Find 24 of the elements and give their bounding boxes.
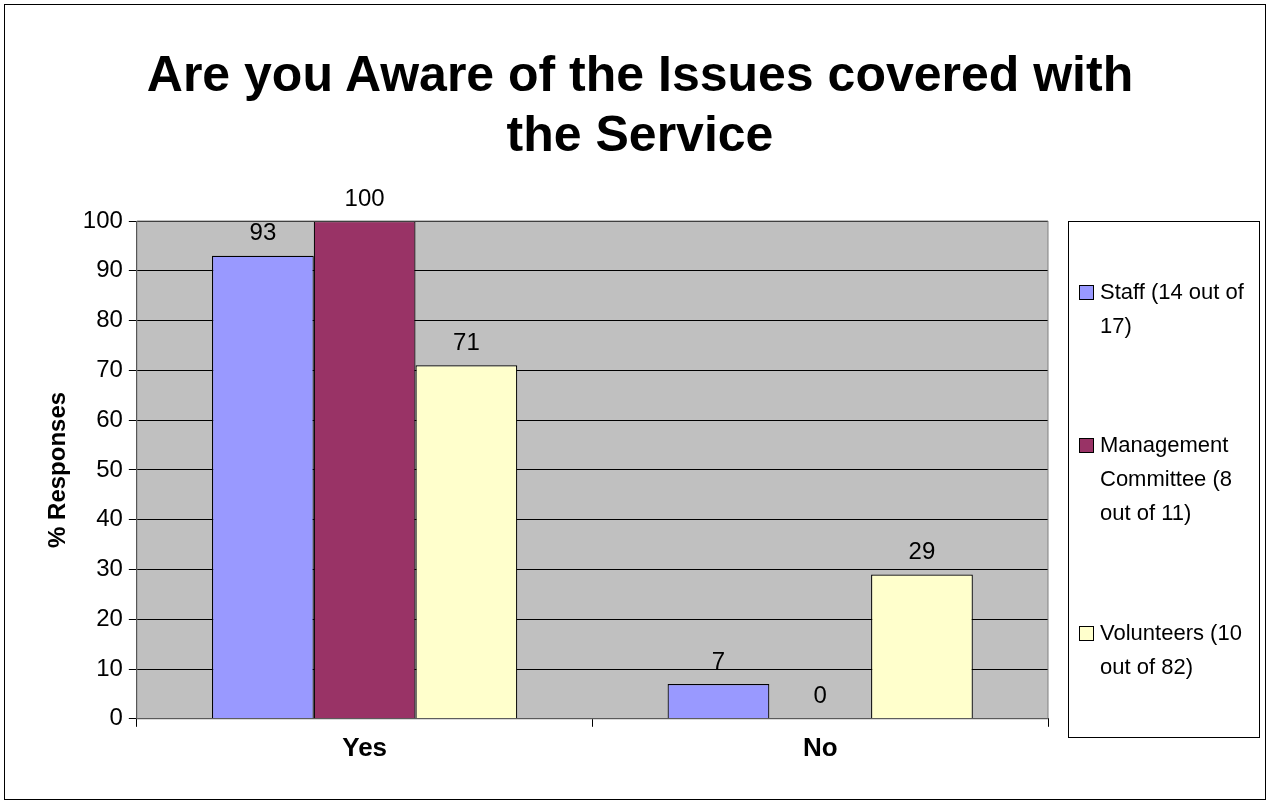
chart-title: Are you Aware of the Issues covered with the Service — [145, 45, 1135, 164]
legend-label: Management Committee (8 out of 11) — [1100, 431, 1234, 528]
data-label: 29 — [908, 537, 936, 565]
y-tick-label: 0 — [109, 703, 123, 731]
data-label: 7 — [711, 646, 726, 674]
y-tick-label: 100 — [82, 205, 123, 233]
x-tick-label: Yes — [342, 731, 388, 762]
data-label: 93 — [249, 218, 277, 246]
data-label: 100 — [344, 183, 385, 211]
y-tick-label: 70 — [96, 354, 123, 382]
legend-label: Staff (14 out of 17) — [1100, 277, 1245, 340]
y-tick-label: 80 — [96, 305, 123, 333]
y-tick-label: 60 — [96, 404, 123, 432]
y-tick-label: 10 — [96, 653, 123, 681]
y-tick-label: 30 — [96, 554, 123, 582]
x-tick-label: No — [802, 731, 838, 762]
legend-label: Volunteers (10 out of 82) — [1100, 619, 1243, 682]
data-label: 0 — [813, 681, 827, 709]
y-tick-label: 90 — [96, 255, 123, 283]
y-tick-label: 50 — [96, 454, 123, 482]
y-axis-title: % Responses — [43, 391, 71, 548]
y-tick-label: 20 — [96, 603, 123, 631]
data-label: 71 — [453, 327, 480, 355]
y-tick-label: 40 — [96, 504, 123, 532]
